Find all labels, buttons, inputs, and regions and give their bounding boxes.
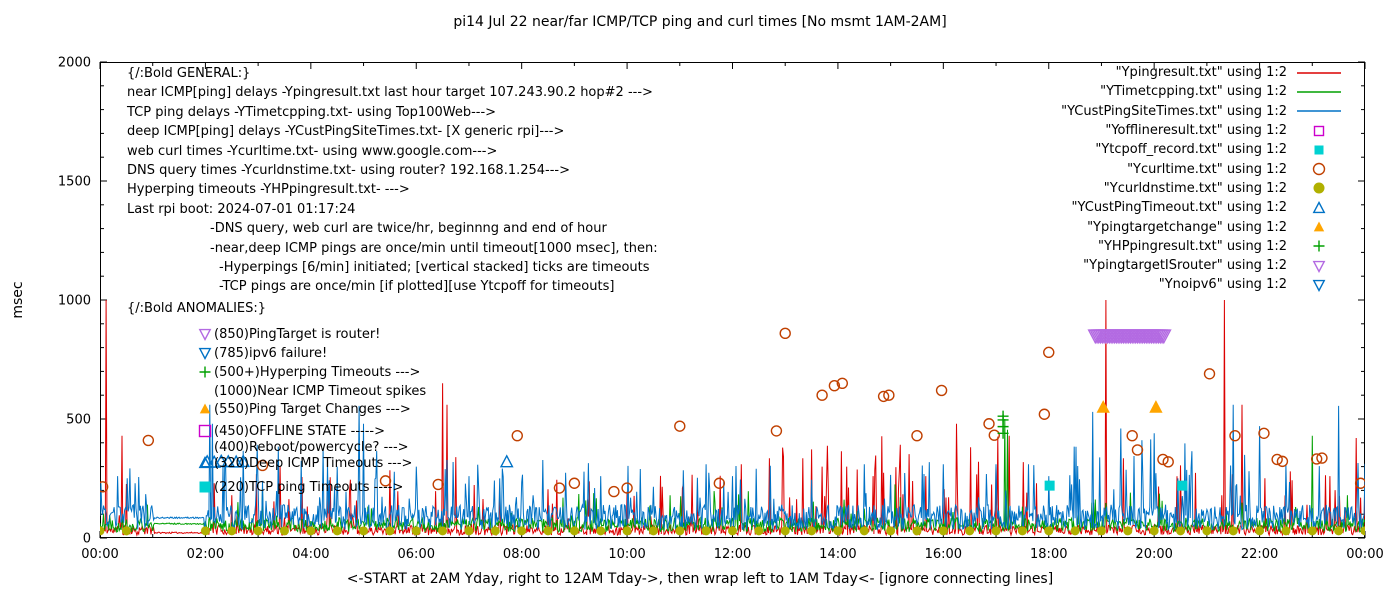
x-tick-label: 00:00	[81, 547, 118, 562]
x-tick-label: 20:00	[1135, 547, 1172, 562]
legend-item: "Ynoipv6" using 1:2	[1061, 275, 1344, 294]
legend-item: "Ycurldnstime.txt" using 1:2	[1061, 179, 1344, 198]
legend-item: "Ytcpoff_record.txt" using 1:2	[1061, 140, 1344, 159]
general-note-line: web curl times -Ycurltime.txt- using www…	[127, 143, 498, 159]
legend-symbol-tri-up-open-icon	[1294, 200, 1344, 215]
general-note-line: -Hyperpings [6/min] initiated; [vertical…	[219, 259, 650, 275]
scatter-YCustPingTimeout	[200, 453, 514, 468]
x-tick-label: 14:00	[819, 547, 856, 562]
scatter-Ycurltime	[100, 327, 1365, 498]
y-tick-label: 500	[66, 413, 91, 428]
chart-title: pi14 Jul 22 near/far ICMP/TCP ping and c…	[453, 14, 947, 30]
general-notes-block: {/:Bold GENERAL:} near ICMP[ping] delays …	[127, 64, 658, 297]
x-tick-label: 00:00	[1346, 547, 1383, 562]
legend-symbol-circle-open-icon	[1294, 162, 1344, 176]
legend-symbol-tri-down-open-icon	[1294, 278, 1344, 292]
x-tick-label: 08:00	[503, 547, 540, 562]
x-axis-title: <-START at 2AM Yday, right to 12AM Tday-…	[346, 571, 1054, 587]
general-note-line: -DNS query, web curl are twice/hr, begin…	[210, 221, 607, 237]
legend-label: "YpingtargetISrouter" using 1:2	[1083, 258, 1287, 274]
x-tick-label: 04:00	[292, 547, 329, 562]
scatter-Ytcpoff_record	[1044, 480, 1188, 491]
scatter-YpingtargetISrouter	[1087, 329, 1172, 345]
y-tick-label: 2000	[58, 56, 91, 71]
general-note-line: near ICMP[ping] delays -Ypingresult.txt …	[127, 85, 653, 101]
legend-label: "Ypingtargetchange" using 1:2	[1087, 219, 1287, 235]
data-series	[100, 299, 1365, 537]
legend-label: "Ynoipv6" using 1:2	[1158, 277, 1287, 293]
legend-item: "Yofflineresult.txt" using 1:2	[1061, 121, 1344, 140]
legend-symbol-plus-icon	[1294, 239, 1344, 253]
legend: "Ypingresult.txt" using 1:2 "YTimetcpping…	[1061, 63, 1344, 295]
legend-symbol-circle-fill-icon	[1294, 181, 1344, 195]
x-tick-label: 16:00	[925, 547, 962, 562]
legend-label: "Ycurltime.txt" using 1:2	[1127, 161, 1287, 177]
legend-item: "Ypingtargetchange" using 1:2	[1061, 217, 1344, 236]
legend-symbol-line-icon	[1294, 66, 1344, 80]
legend-item: "YCustPingTimeout.txt" using 1:2	[1061, 198, 1344, 217]
general-header: {/:Bold GENERAL:}	[127, 66, 251, 81]
y-tick-label: 1500	[58, 175, 91, 190]
x-tick-label: 02:00	[187, 547, 224, 562]
x-tick-label: 18:00	[1030, 547, 1067, 562]
y-tick-label: 1000	[58, 294, 91, 309]
legend-label: "Yofflineresult.txt" using 1:2	[1105, 123, 1287, 139]
legend-item: "YHPpingresult.txt" using 1:2	[1061, 237, 1344, 256]
legend-item: "Ypingresult.txt" using 1:2	[1061, 63, 1344, 82]
legend-symbol-square-fill-icon	[1294, 143, 1344, 157]
general-note-line: Last rpi boot: 2024-07-01 01:17:24	[127, 201, 356, 217]
legend-symbol-square-open-icon	[1294, 124, 1344, 138]
legend-symbol-tri-up-fill-icon	[1294, 220, 1344, 234]
tick-labels: 00:00 02:00 04:00 06:00 08:00 10:00 12:00 14:00…	[58, 56, 1384, 563]
legend-label: "YTimetcpping.txt" using 1:2	[1100, 84, 1287, 100]
x-tick-label: 10:00	[608, 547, 645, 562]
legend-label: "Ytcpoff_record.txt" using 1:2	[1095, 142, 1287, 158]
y-axis-title: msec	[10, 281, 26, 319]
scatter-Ycurldnstime	[100, 526, 1365, 536]
legend-symbol-line-icon	[1294, 85, 1344, 99]
legend-label: "YCustPingSiteTimes.txt" using 1:2	[1061, 103, 1287, 119]
legend-symbol-tri-down-open-icon	[1294, 259, 1344, 273]
general-note-line: -near,deep ICMP pings are once/min until…	[210, 240, 658, 256]
legend-symbol-line-icon	[1294, 104, 1344, 118]
general-note-line: -TCP pings are once/min [if plotted][use…	[219, 279, 615, 295]
legend-label: "YCustPingTimeout.txt" using 1:2	[1071, 200, 1287, 216]
general-note-line: TCP ping delays -YTimetcpping.txt- using…	[127, 104, 497, 120]
x-tick-label: 06:00	[398, 547, 435, 562]
legend-item: "YpingtargetISrouter" using 1:2	[1061, 256, 1344, 275]
y-tick-label: 0	[83, 532, 91, 547]
scatter-Ypingtargetchange	[1096, 400, 1163, 413]
general-note-line: Hyperping timeouts -YHPpingresult.txt- -…	[127, 182, 410, 198]
legend-label: "Ypingresult.txt" using 1:2	[1115, 65, 1287, 81]
legend-item: "Ycurltime.txt" using 1:2	[1061, 159, 1344, 178]
x-tick-label: 12:00	[714, 547, 751, 562]
legend-item: "YTimetcpping.txt" using 1:2	[1061, 82, 1344, 101]
general-note-line: DNS query times -Ycurldnstime.txt- using…	[127, 162, 571, 178]
x-tick-label: 22:00	[1241, 547, 1278, 562]
legend-label: "Ycurldnstime.txt" using 1:2	[1103, 180, 1287, 196]
general-note-line: deep ICMP[ping] delays -YCustPingSiteTim…	[127, 124, 565, 140]
legend-label: "YHPpingresult.txt" using 1:2	[1098, 238, 1287, 254]
scatter-YHPpingresult	[997, 410, 1009, 439]
legend-item: "YCustPingSiteTimes.txt" using 1:2	[1061, 102, 1344, 121]
